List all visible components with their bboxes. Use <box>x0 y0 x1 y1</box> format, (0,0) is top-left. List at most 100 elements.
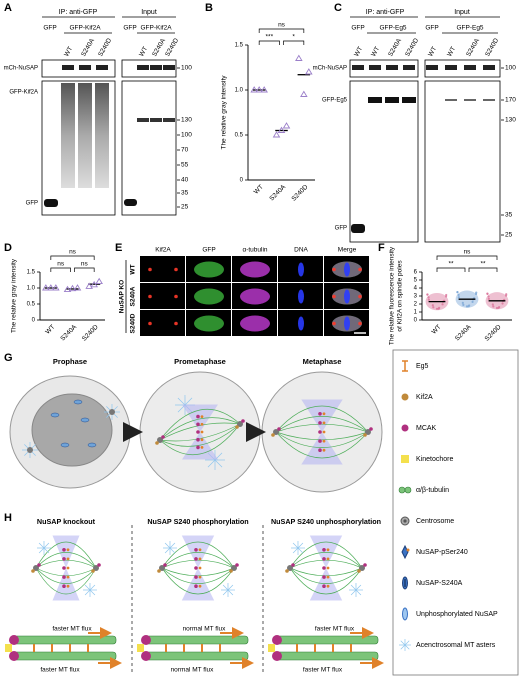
label: S240A <box>465 37 481 58</box>
legend-icon <box>403 519 407 523</box>
kif2a <box>91 569 95 573</box>
nusap <box>60 442 70 448</box>
blot <box>121 80 177 216</box>
dna-signal <box>298 289 304 304</box>
sig-bracket <box>50 267 71 272</box>
blot <box>424 59 501 78</box>
label: WT <box>63 46 74 58</box>
label: 100 <box>181 132 192 139</box>
panel-label: C <box>334 2 342 14</box>
kinetochore <box>268 644 275 652</box>
band <box>96 65 108 70</box>
sig-label: *** <box>266 34 274 41</box>
legend-label: α/β-tubulin <box>416 487 449 494</box>
nusap <box>80 417 90 423</box>
data-point <box>52 284 60 291</box>
microtubule <box>35 567 97 595</box>
scenario-title: NuSAP knockout <box>37 517 96 526</box>
microtubule <box>161 559 235 569</box>
microtubule <box>161 567 235 584</box>
y-axis-label: The relative gray intensity <box>11 258 18 333</box>
kinetochore <box>318 421 322 425</box>
y-axis-label: of Kif2A on spindle poles <box>397 260 404 332</box>
point-dot <box>486 292 489 295</box>
kinetochore <box>194 566 198 570</box>
point-dot <box>435 307 439 310</box>
y-tick-label: 0.5 <box>235 133 244 139</box>
microtubule <box>159 423 241 447</box>
band <box>368 97 382 103</box>
dna-signal <box>298 316 304 331</box>
flux-label: faster MT flux <box>303 667 343 674</box>
y-tick-label: 5 <box>414 278 418 284</box>
legend-label: MCAK <box>416 425 437 432</box>
panel-label: B <box>205 2 213 14</box>
sig-label: ns <box>81 261 89 268</box>
kinetochore <box>318 439 322 443</box>
centrosome <box>231 565 237 571</box>
label: IP: anti-GFP <box>59 9 98 16</box>
label: 130 <box>181 117 192 124</box>
aster <box>292 542 299 549</box>
nucleus <box>31 393 113 467</box>
data-point <box>272 131 281 138</box>
flux-label: normal MT flux <box>171 667 215 674</box>
legend-label: Eg5 <box>416 363 429 370</box>
y-tick-label: 0.5 <box>27 302 36 308</box>
blot <box>424 80 501 243</box>
microtubule <box>35 567 97 577</box>
label: 100 <box>505 65 516 72</box>
legend-icon <box>398 486 406 494</box>
point-dot <box>431 304 434 307</box>
point-dot <box>465 305 469 308</box>
point-dot <box>492 305 495 308</box>
legend-icon <box>402 607 408 621</box>
legend-label: NuSAP-S240A <box>416 580 463 587</box>
aster <box>222 589 229 596</box>
legend-box <box>392 349 519 676</box>
point-dot <box>491 303 494 306</box>
point-dot <box>426 293 429 296</box>
band <box>483 65 495 70</box>
aster <box>214 459 223 468</box>
aster <box>350 584 357 591</box>
aster <box>43 547 50 554</box>
mcak <box>241 419 245 423</box>
stage-title: Prometaphase <box>174 357 226 366</box>
label: WT <box>427 46 438 58</box>
aster <box>164 547 171 554</box>
microtubule <box>13 651 117 661</box>
microtubule <box>145 651 249 661</box>
x-tick-label: S240A <box>454 323 473 342</box>
aster <box>222 584 229 591</box>
point-dot <box>487 297 490 300</box>
sig-label: ns <box>69 249 77 256</box>
sig-bracket <box>74 267 95 272</box>
band <box>62 65 74 70</box>
cell <box>139 371 261 493</box>
legend-label: Centrosome <box>416 518 454 525</box>
label: WT <box>353 46 364 58</box>
data-point <box>300 90 308 97</box>
x-tick-label: S240D <box>81 323 100 342</box>
kif2a <box>363 433 367 437</box>
kinetochore <box>194 557 198 561</box>
kinetochore <box>62 575 66 579</box>
band <box>403 65 415 70</box>
data-point <box>250 86 258 93</box>
x-tick-label: S240A <box>268 183 287 202</box>
kinetochore <box>196 437 200 442</box>
label: GFP <box>335 226 347 232</box>
kif2a <box>155 441 159 445</box>
aster <box>227 584 234 591</box>
eg5 <box>66 584 70 588</box>
kif2a <box>31 569 35 573</box>
microtubule <box>159 423 241 442</box>
centrosome <box>93 565 99 571</box>
eg5 <box>200 438 204 442</box>
label: 70 <box>181 147 189 154</box>
eg5 <box>198 557 202 561</box>
blot <box>41 59 116 78</box>
point-dot <box>437 307 440 310</box>
label: GFP-Kif2A <box>140 25 172 32</box>
